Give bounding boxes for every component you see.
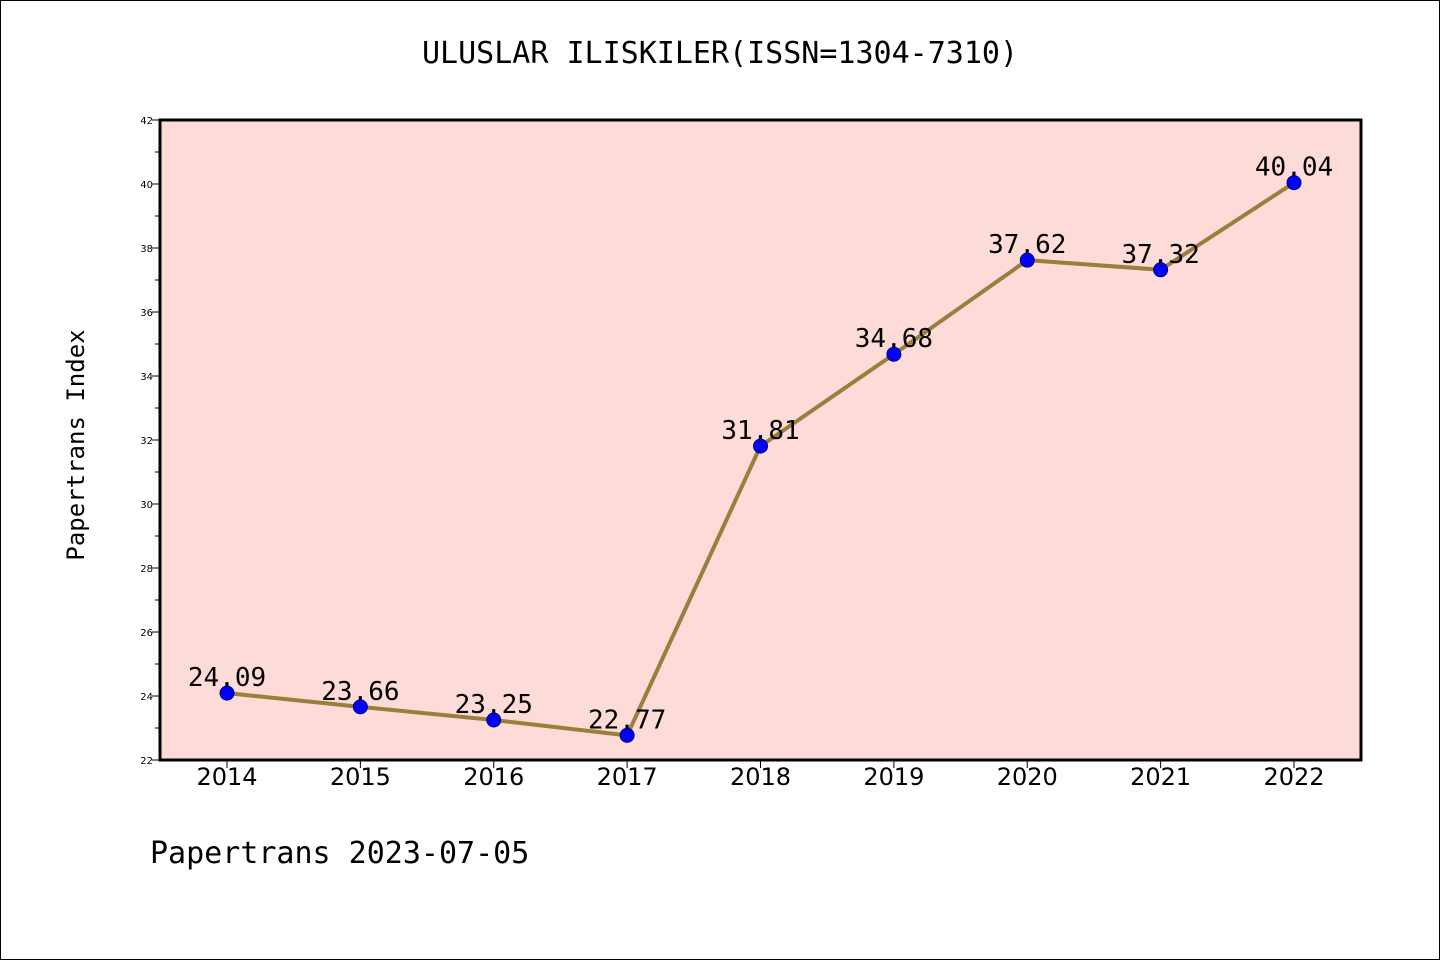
- data-label: 31.81: [721, 416, 799, 446]
- y-tick-label: 34: [140, 372, 153, 383]
- x-tick-label: 2020: [997, 763, 1058, 791]
- data-label: 37.32: [1121, 240, 1199, 270]
- chart-title: ULUSLAR ILISKILER(ISSN=1304-7310): [421, 36, 1019, 71]
- data-point: [753, 438, 768, 454]
- y-tick-label: 24: [140, 692, 153, 703]
- x-tick-label: 2021: [1130, 763, 1191, 791]
- data-label: 40.04: [1255, 153, 1333, 183]
- data-point: [219, 685, 235, 701]
- y-tick-label: 26: [140, 628, 153, 639]
- data-point: [886, 346, 902, 362]
- plot-border: [158, 118, 1363, 762]
- y-tick-label: 42: [140, 116, 153, 127]
- y-tick-label: 22: [140, 756, 153, 767]
- data-point: [486, 712, 502, 728]
- data-point: [1019, 252, 1035, 268]
- data-label: 23.66: [321, 677, 399, 707]
- x-tick-label: 2022: [1263, 763, 1324, 791]
- data-point: [619, 727, 635, 743]
- y-tick-label: 40: [140, 180, 153, 191]
- footer-text: Papertrans 2023-07-05: [150, 836, 530, 871]
- x-tick-label: 2019: [863, 763, 924, 791]
- data-label: 34.68: [855, 324, 933, 354]
- x-tick-label: 2015: [330, 763, 391, 791]
- x-tick-label: 2014: [196, 763, 257, 791]
- data-label: 24.09: [188, 663, 266, 693]
- y-tick-label: 32: [140, 436, 153, 447]
- x-tick-label: 2016: [463, 763, 524, 791]
- y-tick-label: 36: [140, 308, 153, 319]
- data-label: 22.77: [588, 705, 666, 735]
- y-tick-label: 38: [140, 244, 153, 255]
- y-tick-label: 28: [140, 564, 153, 575]
- data-point: [352, 699, 368, 715]
- x-tick-label: 2018: [730, 763, 791, 791]
- data-point: [1153, 262, 1169, 278]
- x-tick-label: 2017: [597, 763, 658, 791]
- data-point: [1286, 175, 1302, 191]
- data-label: 23.25: [455, 690, 533, 720]
- data-label: 37.62: [988, 230, 1066, 260]
- y-tick-label: 30: [140, 500, 153, 511]
